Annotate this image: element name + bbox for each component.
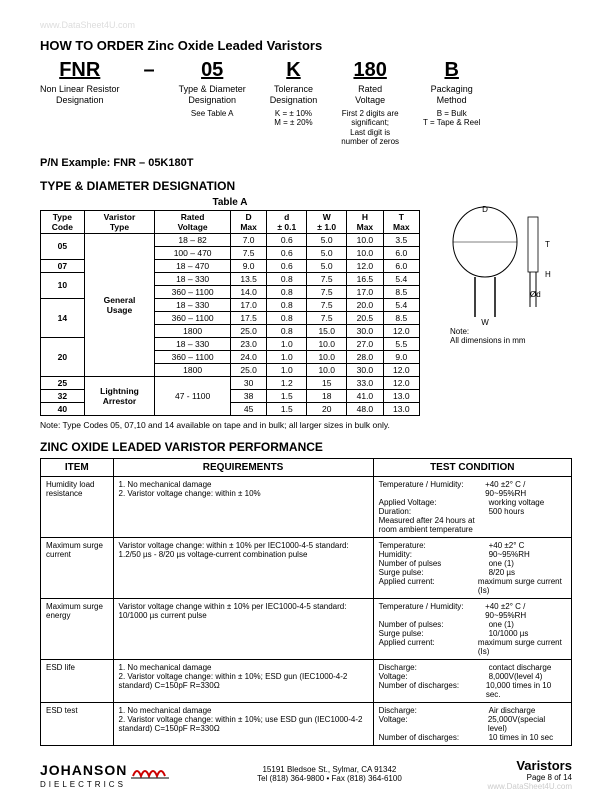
- perf-req: Varistor voltage change: within ± 10% pe…: [113, 537, 373, 598]
- section-header-performance: ZINC OXIDE LEADED VARISTOR PERFORMANCE: [40, 440, 572, 454]
- ordering-code: 05: [201, 59, 223, 82]
- perf-item: ESD life: [41, 659, 114, 702]
- logo-subtext: DIELECTRICS: [40, 780, 171, 789]
- perf-req: 1. No mechanical damage 2. Varistor volt…: [113, 476, 373, 537]
- ordering-sub: K = ± 10% M = ± 20%: [274, 109, 312, 128]
- table-header: D Max: [230, 210, 266, 233]
- watermark-top: www.DataSheet4U.com: [40, 20, 572, 30]
- ordering-col: –: [144, 59, 155, 147]
- ordering-col: FNRNon Linear Resistor Designation: [40, 59, 120, 147]
- pn-example: P/N Example: FNR – 05K180T: [40, 157, 572, 169]
- perf-req: 1. No mechanical damage 2. Varistor volt…: [113, 659, 373, 702]
- footer-right: Varistors Page 8 of 14 www.DataSheet4U.c…: [488, 758, 572, 791]
- ordering-label: Packaging Method: [431, 84, 473, 106]
- perf-cond: Temperature / Humidity:+40 ±2° C / 90~95…: [373, 476, 571, 537]
- perf-cond: Temperature / Humidity:+40 ±2° C / 90~95…: [373, 598, 571, 659]
- table-a-caption: Table A: [40, 197, 420, 208]
- perf-header: REQUIREMENTS: [113, 458, 373, 476]
- svg-text:T: T: [545, 240, 550, 249]
- perf-cond: Discharge:Air dischargeVoltage:25,000V(s…: [373, 702, 571, 745]
- logo-icon: [131, 760, 171, 780]
- footer-center: 15191 Bledsoe St., Sylmar, CA 91342 Tel …: [257, 765, 402, 783]
- ordering-code: –: [144, 59, 155, 82]
- ordering-label: Type & Diameter Designation: [179, 84, 246, 106]
- svg-text:H: H: [545, 270, 551, 279]
- table-a: Type CodeVaristor TypeRated VoltageD Max…: [40, 210, 420, 416]
- perf-row: Humidity load resistance1. No mechanical…: [41, 476, 572, 537]
- section-header-type-diameter: TYPE & DIAMETER DESIGNATION: [40, 179, 572, 193]
- footer-address: 15191 Bledsoe St., Sylmar, CA 91342: [257, 765, 402, 774]
- table-header: Type Code: [41, 210, 85, 233]
- ordering-sub: First 2 digits are significant; Last dig…: [341, 109, 399, 147]
- ordering-col: BPackaging Method B = Bulk T = Tape & Ree…: [423, 59, 480, 147]
- perf-item: Humidity load resistance: [41, 476, 114, 537]
- ordering-code: 180: [353, 59, 386, 82]
- footer: JOHANSON DIELECTRICS 15191 Bledsoe St., …: [40, 758, 572, 791]
- perf-row: ESD life1. No mechanical damage 2. Varis…: [41, 659, 572, 702]
- table-header: Varistor Type: [84, 210, 155, 233]
- table-a-container: Table A Type CodeVaristor TypeRated Volt…: [40, 197, 572, 416]
- performance-table: ITEMREQUIREMENTSTEST CONDITIONHumidity l…: [40, 458, 572, 746]
- ordering-code: B: [444, 59, 458, 82]
- ordering-col: KTolerance Designation K = ± 10% M = ± 20…: [270, 59, 318, 147]
- table-row: 25Lightning Arrestor47 - 1100301.21533.0…: [41, 376, 420, 389]
- footer-logo: JOHANSON DIELECTRICS: [40, 760, 171, 789]
- diagram-note: Note: All dimensions in mm: [450, 327, 560, 345]
- footer-product: Varistors: [488, 758, 572, 773]
- ordering-code: FNR: [59, 59, 100, 82]
- perf-row: Maximum surge currentVaristor voltage ch…: [41, 537, 572, 598]
- page-title: HOW TO ORDER Zinc Oxide Leaded Varistors: [40, 38, 572, 53]
- ordering-label: Tolerance Designation: [270, 84, 318, 106]
- table-header: Rated Voltage: [155, 210, 231, 233]
- perf-item: Maximum surge energy: [41, 598, 114, 659]
- footer-page: Page 8 of 14: [488, 773, 572, 782]
- table-header: W ± 1.0: [307, 210, 347, 233]
- ordering-label: Rated Voltage: [355, 84, 385, 106]
- table-a-note: Note: Type Codes 05, 07,10 and 14 availa…: [40, 420, 572, 430]
- perf-cond: Temperature:+40 ±2° CHumidity:90~95%RHNu…: [373, 537, 571, 598]
- perf-header: TEST CONDITION: [373, 458, 571, 476]
- ordering-label: Non Linear Resistor Designation: [40, 84, 120, 106]
- table-row: 05General Usage18 – 827.00.65.010.03.5: [41, 233, 420, 246]
- ordering-sub: B = Bulk T = Tape & Reel: [423, 109, 480, 128]
- svg-text:Ød: Ød: [530, 290, 541, 299]
- perf-header: ITEM: [41, 458, 114, 476]
- perf-row: ESD test1. No mechanical damage 2. Varis…: [41, 702, 572, 745]
- perf-req: 1. No mechanical damage 2. Varistor volt…: [113, 702, 373, 745]
- perf-cond: Discharge:contact dischargeVoltage:8,000…: [373, 659, 571, 702]
- footer-phone: Tel (818) 364-9800 • Fax (818) 364-6100: [257, 774, 402, 783]
- perf-req: Varistor voltage change within ± 10% per…: [113, 598, 373, 659]
- dimension-diagram: D T H Ød W Note: All dimensions in mm: [430, 197, 560, 345]
- ordering-sub: See Table A: [191, 109, 234, 119]
- logo-text: JOHANSON: [40, 762, 127, 778]
- ordering-col: 05Type & Diameter Designation See Table A: [179, 59, 246, 147]
- ordering-row: FNRNon Linear Resistor Designation – 05Typ…: [40, 59, 572, 147]
- table-header: T Max: [383, 210, 419, 233]
- perf-row: Maximum surge energyVaristor voltage cha…: [41, 598, 572, 659]
- table-header: H Max: [347, 210, 383, 233]
- svg-text:W: W: [481, 318, 489, 327]
- table-header: d ± 0.1: [267, 210, 307, 233]
- perf-item: Maximum surge current: [41, 537, 114, 598]
- ordering-col: 180Rated Voltage First 2 digits are signi…: [341, 59, 399, 147]
- svg-text:D: D: [482, 205, 488, 214]
- ordering-code: K: [286, 59, 300, 82]
- footer-watermark: www.DataSheet4U.com: [488, 782, 572, 791]
- perf-item: ESD test: [41, 702, 114, 745]
